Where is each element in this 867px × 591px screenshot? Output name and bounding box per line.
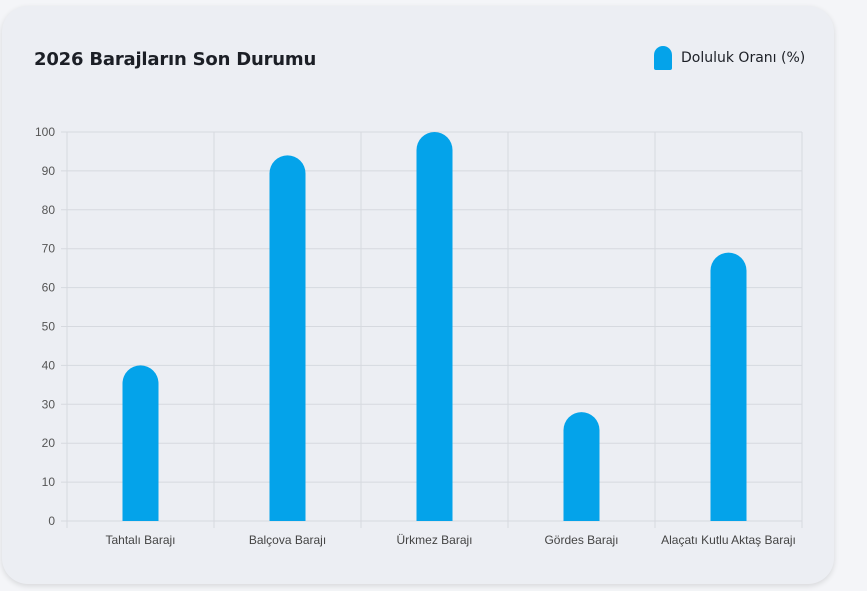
- chart-bars: [122, 132, 747, 521]
- bar[interactable]: [416, 132, 453, 521]
- x-tick-label: Balçova Barajı: [249, 533, 326, 547]
- y-tick-label: 50: [42, 320, 56, 334]
- x-tick-label: Alaçatı Kutlu Aktaş Barajı: [661, 533, 796, 547]
- y-tick-label: 60: [42, 281, 56, 295]
- chart-legend[interactable]: Doluluk Oranı (%): [654, 46, 805, 70]
- legend-swatch: [654, 46, 672, 70]
- bar[interactable]: [269, 155, 306, 521]
- y-tick-label: 100: [35, 125, 55, 139]
- bar[interactable]: [710, 252, 747, 521]
- y-tick-label: 40: [42, 358, 56, 372]
- bar[interactable]: [122, 365, 159, 521]
- x-tick-label: Ürkmez Barajı: [396, 533, 472, 547]
- y-axis-ticks: 0 10 20 30 40 50 60 70 80 90 100: [35, 125, 55, 528]
- y-tick-label: 90: [42, 164, 56, 178]
- x-tick-label: Tahtalı Barajı: [105, 533, 175, 547]
- y-tick-label: 30: [42, 397, 56, 411]
- legend-label: Doluluk Oranı (%): [681, 50, 806, 66]
- y-tick-label: 0: [48, 514, 55, 528]
- y-tick-label: 70: [42, 242, 56, 256]
- y-tick-label: 10: [42, 475, 56, 489]
- y-tick-label: 80: [42, 203, 56, 217]
- bar[interactable]: [563, 412, 600, 521]
- x-axis-labels: Tahtalı Barajı Balçova Barajı Ürkmez Baraj…: [105, 533, 795, 547]
- y-tick-label: 20: [42, 436, 56, 450]
- chart-title: 2026 Barajların Son Durumu: [34, 49, 317, 70]
- x-tick-label: Gördes Barajı: [544, 533, 618, 547]
